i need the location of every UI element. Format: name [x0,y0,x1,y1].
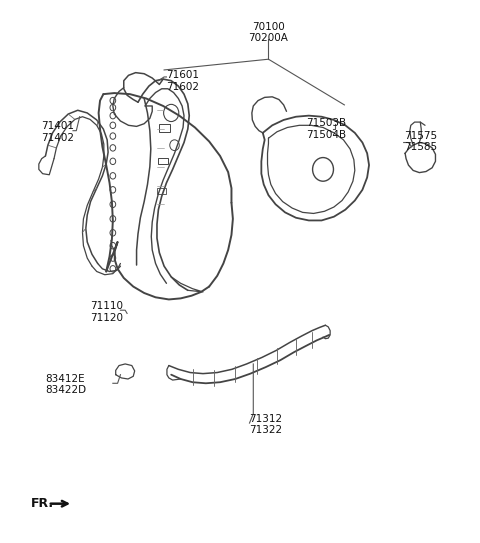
Text: 71601
71602: 71601 71602 [167,70,200,92]
Text: 71312
71322: 71312 71322 [250,414,283,435]
Bar [158,157,168,164]
Text: FR.: FR. [31,497,54,510]
Bar [157,188,166,193]
Text: 70100
70200A: 70100 70200A [249,22,288,43]
Bar [159,124,170,132]
Text: 71503B
71504B: 71503B 71504B [306,118,347,140]
Text: 71110
71120: 71110 71120 [91,301,123,323]
Text: 71575
71585: 71575 71585 [404,131,437,152]
Text: 71401
71402: 71401 71402 [41,121,74,143]
Text: 83412E
83422D: 83412E 83422D [46,374,86,395]
